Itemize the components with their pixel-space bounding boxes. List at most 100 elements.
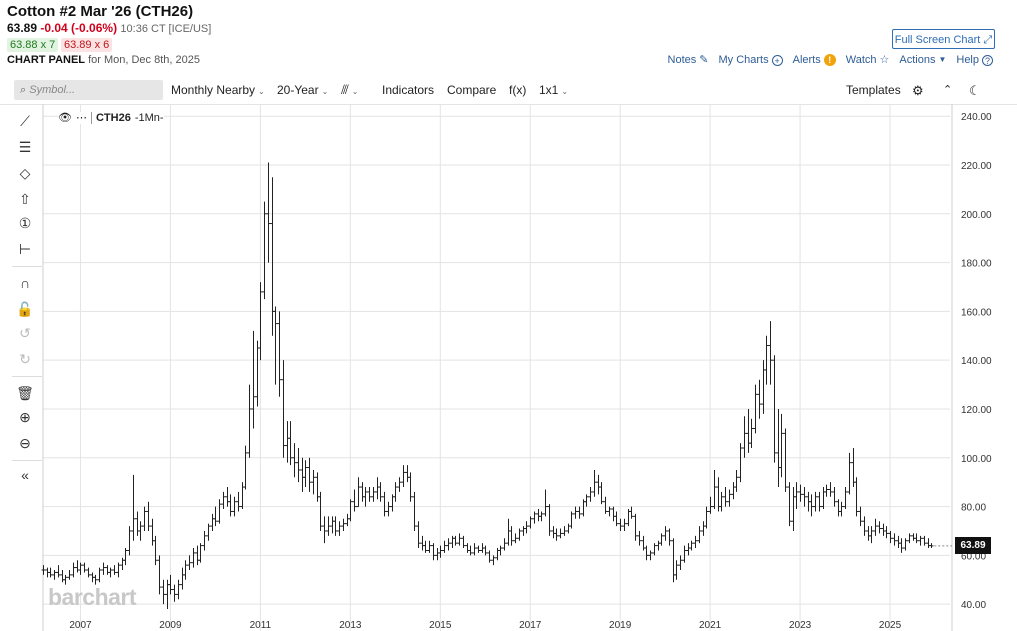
y-tick-label: 160.00 [961,307,992,318]
watch-link[interactable]: Watch ☆ [846,54,890,66]
chevron-down-icon: ⌄ [258,87,265,96]
ohlc-bar [918,535,923,546]
ohlc-bar [877,521,882,534]
dark-mode-icon[interactable]: ☾ [969,83,981,98]
ohlc-bar [101,562,106,575]
ohlc-bar [599,482,604,505]
ohlc-bar [603,496,608,514]
ohlc-bar [547,504,552,536]
chart-legend: 👁 ⋯ CTH26 -1Mn- [58,112,164,124]
ohlc-bar [881,523,886,536]
ohlc-bar [847,452,852,495]
ohlc-bar [656,540,661,551]
ohlc-bar [772,355,777,463]
templates-button[interactable]: Templates [846,83,901,97]
ohlc-bar [502,538,507,551]
ohlc-bar [798,484,803,502]
trendline-icon[interactable]: ⟋ [20,113,30,129]
ohlc-bar [907,533,912,544]
gear-icon[interactable]: ⚙ [912,83,924,98]
ohlc-bar [787,482,792,527]
ohlc-bar [558,528,563,539]
indicators-button[interactable]: Indicators [382,83,435,97]
unlock-icon[interactable]: 🔓 [16,301,34,317]
period-dropdown[interactable]: Monthly Nearby ⌄ [171,83,265,97]
ohlc-bar [776,408,781,488]
zoom-out-icon[interactable]: ⊖ [19,435,31,451]
ohlc-bar [127,526,132,556]
undo-icon[interactable]: ↺ [19,325,31,341]
ohlc-bar [333,516,338,536]
ohlc-bar [779,413,784,478]
help-link[interactable]: Help ? [956,54,993,66]
ohlc-bar [742,416,747,458]
function-button[interactable]: f(x) [509,83,527,97]
actions-menu[interactable]: Actions ▼ [899,54,946,66]
layout-dropdown[interactable]: 1x1 ⌄ [539,83,568,97]
arrow-up-icon[interactable]: ⇧ [19,191,31,207]
notes-link[interactable]: Notes ✎ [668,54,709,66]
ohlc-bar [513,533,518,544]
ohlc-bar [783,428,788,492]
ohlc-bar [652,543,657,556]
fib-icon[interactable]: ☰ [18,139,32,155]
trash-icon[interactable]: 🗑 [16,385,34,401]
x-tick-label: 2011 [250,620,272,631]
alerts-link[interactable]: Alerts ! [793,54,836,66]
actions-label: Actions [899,54,936,66]
ohlc-bar [588,487,593,502]
redo-icon[interactable]: ↻ [19,351,31,367]
caret-down-icon: ▼ [938,55,947,64]
ohlc-bar [813,491,818,512]
help-label: Help [956,54,979,66]
full-screen-button[interactable]: Full Screen Chart ⤢ [892,29,995,49]
x-axis: 2007 2009 2011 2013 2015 2017 2019 2021 2023 2025 [69,620,901,631]
ohlc-bar [273,306,278,385]
marker-icon[interactable]: ① [18,215,32,231]
shape-icon[interactable]: ◇ [19,165,31,181]
ohlc-bar [187,555,192,571]
ohlc-bar [435,548,440,561]
ohlc-bar [337,521,342,536]
bar-type-dropdown[interactable]: ⫻ ⌄ [341,83,358,97]
ohlc-bar [719,491,724,512]
ohlc-bar [270,177,275,336]
ohlc-bar [217,499,222,524]
ohlc-bar [116,562,121,578]
ohlc-bar [596,474,601,495]
ohlc-bar [618,518,623,531]
symbol-search-input[interactable]: ⌕ Symbol... [14,80,163,100]
ohlc-bar [794,482,799,510]
chart-panel-title: CHART PANEL [7,54,86,66]
ohlc-bar [671,538,676,583]
legend-interval: -1Mn- [134,112,164,124]
ohlc-bar [375,477,380,500]
x-tick-label: 2023 [789,620,812,631]
y-tick-label: 240.00 [961,112,992,123]
ohlc-bar [524,521,529,534]
chevron-down-icon: ⌄ [351,87,359,96]
collapse-tools-icon[interactable]: « [21,467,29,483]
ohlc-bar [131,474,136,541]
ohlc-bar [821,487,826,510]
ohlc-bar [851,448,856,488]
my-charts-link[interactable]: My Charts + [718,54,783,66]
ohlc-bar [281,360,286,458]
ohlc-bar [431,543,436,561]
more-icon[interactable]: ⋯ [75,111,87,124]
ohlc-bar [472,543,477,556]
zoom-in-icon[interactable]: ⊕ [19,409,31,425]
range-dropdown[interactable]: 20-Year ⌄ [277,83,328,97]
ohlc-bar [536,509,541,522]
ohlc-bar [423,540,428,553]
collapse-icon[interactable]: ⌃ [943,84,953,96]
symbol-placeholder: Symbol... [29,84,76,96]
ohlc-bar [914,533,919,544]
compare-button[interactable]: Compare [447,83,497,97]
measure-icon[interactable]: ⊢ [18,241,32,257]
eye-icon[interactable]: 👁 [58,111,72,124]
x-tick-label: 2025 [879,620,902,631]
ohlc-bar [82,562,87,573]
magnet-icon[interactable]: ∩ [19,275,31,291]
